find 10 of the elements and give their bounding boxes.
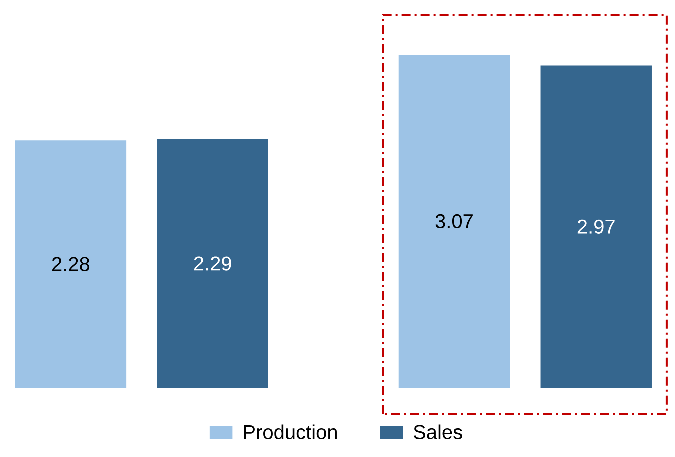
legend-label: Sales (414, 424, 462, 440)
data-label: 2.29 (194, 256, 232, 271)
bar (15, 140, 127, 388)
bar (157, 140, 268, 388)
data-label: 2.97 (578, 220, 615, 234)
legend-label: Production (244, 424, 337, 440)
data-label: 3.07 (436, 214, 473, 229)
data-label: 2.28 (52, 257, 90, 272)
bar (398, 54, 510, 388)
bar (540, 66, 652, 388)
